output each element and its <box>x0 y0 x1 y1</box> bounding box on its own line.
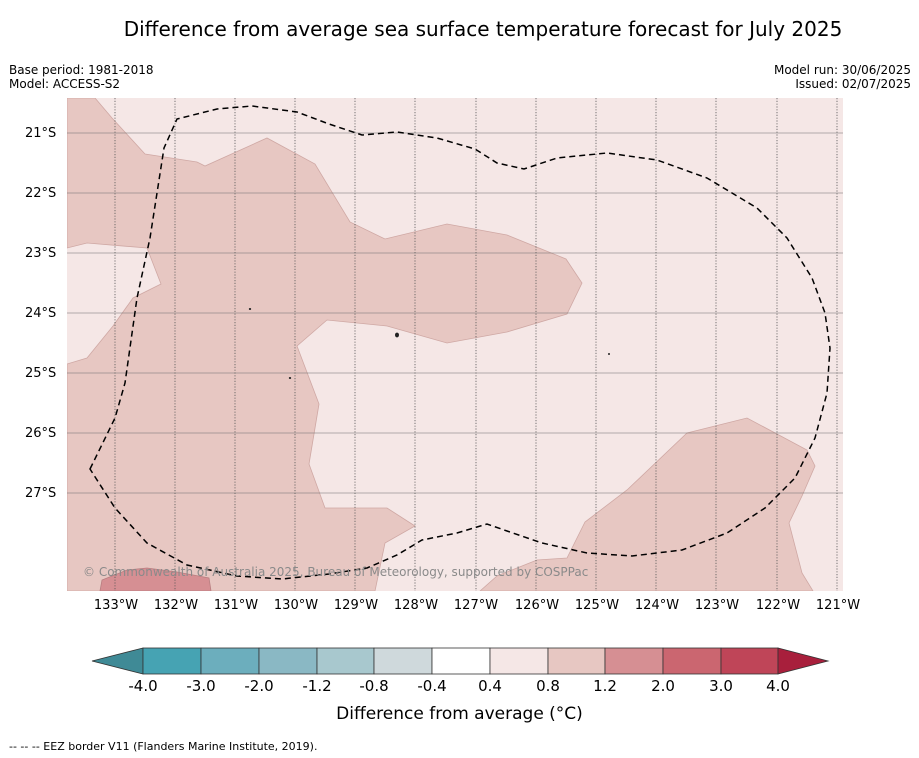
lon-label-132w: 132°W <box>153 598 199 613</box>
colorbar-tick-label: -4.0 <box>128 677 158 695</box>
lon-label-122w: 122°W <box>755 598 801 613</box>
lat-label-22s: 22°S <box>25 186 57 201</box>
lat-label-27s: 27°S <box>25 486 57 501</box>
lon-label-128w: 128°W <box>393 598 439 613</box>
copyright-note: © Commonwealth of Australia 2025, Bureau… <box>83 565 589 579</box>
base-period: Base period: 1981-2018 <box>9 63 154 77</box>
map-title: Difference from average sea surface temp… <box>123 17 843 41</box>
meta-right: Model run: 30/06/2025 Issued: 02/07/2025 <box>774 63 911 91</box>
colorbar-bin <box>431 647 491 675</box>
colorbar-title: Difference from average (°C) <box>336 704 583 724</box>
lon-label-130w: 130°W <box>273 598 319 613</box>
lat-label-25s: 25°S <box>25 366 57 381</box>
lat-label-21s: 21°S <box>25 126 57 141</box>
colorbar-bin <box>373 647 433 675</box>
colorbar <box>91 647 830 675</box>
colorbar-tick-label: -0.8 <box>359 677 389 695</box>
colorbar-bin <box>142 647 202 675</box>
colorbar-bin <box>720 647 779 675</box>
colorbar-bin <box>662 647 722 675</box>
anomaly-zone-west <box>67 98 583 591</box>
colorbar-bin <box>604 647 664 675</box>
lon-label-129w: 129°W <box>333 598 379 613</box>
model-run: Model run: 30/06/2025 <box>773 63 911 77</box>
colorbar-bin <box>316 647 375 675</box>
lat-label-23s: 23°S <box>25 246 57 261</box>
lon-label-125w: 125°W <box>574 598 620 613</box>
colorbar-tick-label: 3.0 <box>709 677 733 695</box>
colorbar-tick-label: 2.0 <box>651 677 675 695</box>
colorbar-bin <box>200 647 260 675</box>
lat-label-26s: 26°S <box>25 426 57 441</box>
colorbar-bin <box>258 647 318 675</box>
parallel-grid <box>67 132 843 494</box>
colorbar-tick-label: -0.4 <box>417 677 447 695</box>
colorbar-tick-label: -2.0 <box>244 677 274 695</box>
colorbar-tick-label: -3.0 <box>186 677 216 695</box>
colorbar-low-arrow <box>91 647 144 675</box>
colorbar-high-arrow <box>777 647 830 675</box>
colorbar-tick-label: 1.2 <box>593 677 617 695</box>
lon-label-127w: 127°W <box>453 598 499 613</box>
lon-label-121w: 121°W <box>815 598 861 613</box>
lon-label-131w: 131°W <box>213 598 259 613</box>
colorbar-bin <box>547 647 606 675</box>
issued-date: Issued: 02/07/2025 <box>795 77 911 91</box>
eez-border-note: -- -- -- EEZ border V11 (Flanders Marine… <box>9 740 318 753</box>
sst-anomaly-map <box>67 98 843 591</box>
colorbar-tick-label: 0.4 <box>478 677 502 695</box>
colorbar-tick-label: 0.8 <box>536 677 560 695</box>
colorbar-bin <box>489 647 549 675</box>
lon-label-124w: 124°W <box>634 598 680 613</box>
islands <box>248 308 610 379</box>
lon-label-126w: 126°W <box>514 598 560 613</box>
meta-left: Base period: 1981-2018 Model: ACCESS-S2 <box>9 63 154 91</box>
eez-border <box>89 105 831 580</box>
model-name: Model: ACCESS-S2 <box>9 77 121 91</box>
anomaly-zone-southeast <box>479 417 816 591</box>
lat-label-24s: 24°S <box>25 306 57 321</box>
lon-label-123w: 123°W <box>694 598 740 613</box>
meridian-grid <box>114 98 838 591</box>
lon-label-133w: 133°W <box>93 598 139 613</box>
colorbar-tick-label: 4.0 <box>766 677 790 695</box>
colorbar-tick-label: -1.2 <box>302 677 332 695</box>
anomaly-zone-hot-patch <box>99 567 212 591</box>
